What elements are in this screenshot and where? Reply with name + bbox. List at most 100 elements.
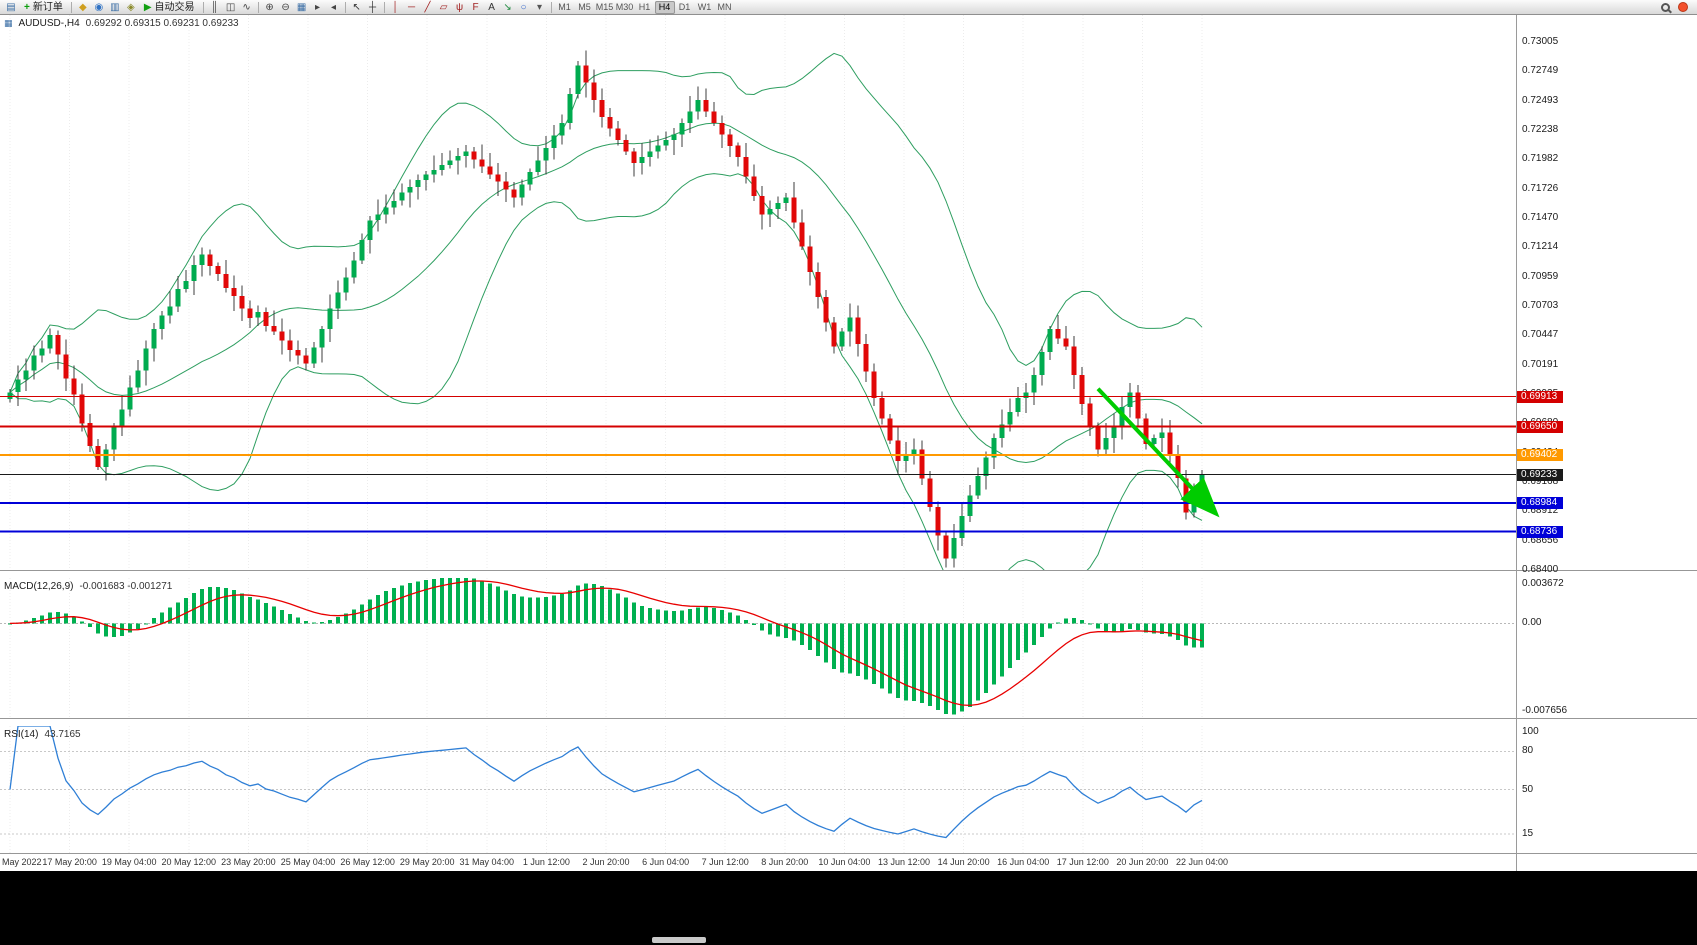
candlestick-chart-icon[interactable]: ◫ [225,1,236,13]
price-tick-label: 0.70447 [1522,329,1559,341]
timeframe-button-w1[interactable]: W1 [697,2,712,12]
support-line-1-price-label: 0.68984 [1517,497,1563,509]
panel-splitter[interactable] [0,570,1516,578]
zoom-in-icon[interactable]: ⊕ [265,1,274,13]
macd-histogram [8,578,1204,715]
time-label: 22 Jun 04:00 [1175,857,1229,867]
line-chart-icon[interactable]: ∿ [242,1,251,13]
time-axis[interactable]: May 2022 17 May 20:00 19 May 04:00 20 May 1… [0,853,1516,871]
timeframe-button-m15[interactable]: M15 [595,2,614,12]
timeframe-button-m1[interactable]: M1 [558,2,571,12]
time-label: 6 Jun 04:00 [642,857,690,867]
rsi-line [9,726,1203,839]
chart-ohlc-quote: 0.69292 0.69315 0.69231 0.69233 [85,18,239,29]
timeframe-button-m5[interactable]: M5 [578,2,591,12]
rsi-value: 43.7165 [44,729,81,740]
time-label: 20 May 12:00 [161,857,217,867]
autotrading-button[interactable]: ▶ 自动交易 [140,1,199,14]
tools-dropdown-icon[interactable]: ▾ [537,1,543,13]
macd-chart[interactable] [0,578,1516,718]
price-chart[interactable] [0,15,1516,570]
macd-scale-label: 0.00 [1522,617,1542,629]
support-line-2-price-label: 0.68736 [1517,525,1563,538]
cursor-icon[interactable]: ↖ [352,1,361,13]
chart-profile-icon[interactable]: ◆ [78,1,87,13]
time-label: 17 May 20:00 [42,857,97,867]
price-tick-label: 0.72749 [1522,65,1559,77]
time-label: 1 Jun 12:00 [522,857,570,867]
time-label: 13 Jun 12:00 [877,857,931,867]
rsi-label: RSI(14) 43.7165 [4,729,81,740]
autotrading-button-label: 自动交易 [154,1,195,13]
market-watch-icon[interactable]: ◉ [94,1,104,13]
data-window-icon[interactable]: ▥ [110,1,120,13]
timeframe-button-h1[interactable]: H1 [638,2,651,12]
new-order-button[interactable]: + 新订单 [20,1,67,14]
timeframe-button-h4[interactable]: H4 [654,0,675,14]
price-scale[interactable]: 0.73005 0.72749 0.72493 0.72238 0.71982 0.717… [1516,15,1697,871]
trend-arrow[interactable] [1096,387,1220,518]
chart-shift-icon[interactable]: ◂ [331,1,337,13]
macd-values: -0.001683 -0.001271 [79,581,173,592]
price-tick-label: 0.72493 [1522,94,1559,106]
auto-scroll-icon[interactable]: ▸ [315,1,321,13]
shapes-tool-icon[interactable]: ○ [520,1,527,13]
time-label: 10 Jun 04:00 [818,857,871,867]
macd-panel[interactable]: MACD(12,26,9) -0.001683 -0.001271 [0,578,1516,718]
timeframe-button-d1[interactable]: D1 [678,2,691,12]
resistance-line-2-price-label: 0.69650 [1517,420,1563,433]
timeframe-button-mn[interactable]: MN [717,2,732,12]
price-tick-label: 0.72238 [1522,123,1559,135]
search-icon[interactable] [1661,2,1670,12]
text-tool-icon[interactable]: A [488,1,495,13]
chart-symbol-period: AUDUSD-,H4 [18,18,80,29]
toolbar-separator [70,1,72,13]
time-label: 26 May 12:00 [340,857,395,867]
time-label: 8 Jun 20:00 [761,857,809,867]
bar-chart-icon[interactable]: ║ [211,1,219,13]
autotrading-button-icon: ▶ [143,1,152,13]
rsi-panel[interactable]: RSI(14) 43.7165 [0,726,1516,853]
trendline-icon[interactable]: ╱ [424,1,431,13]
navigator-icon[interactable]: ◈ [126,1,135,13]
rsi-chart[interactable] [0,726,1516,853]
pivot-line-price-label: 0.69402 [1517,449,1563,462]
charts-icon[interactable]: ▤ [6,1,16,13]
time-label: 20 Jun 20:00 [1116,857,1169,867]
chart-window: ▦ AUDUSD-,H4 0.69292 0.69315 0.69231 0.6… [0,15,1697,871]
horizontal-line-icon[interactable]: ─ [408,1,416,13]
time-label: 2 Jun 20:00 [582,857,630,867]
resistance-line-1-price-label: 0.69913 [1517,390,1563,403]
current-price-line-price-label: 0.69233 [1517,468,1563,481]
chart-window-icon: ▦ [4,18,13,28]
fibonacci-icon[interactable]: F [472,1,479,13]
new-order-button-icon: + [24,1,30,13]
grid [0,726,1516,853]
tile-windows-icon[interactable]: ▦ [296,1,307,13]
notification-badge[interactable] [1678,2,1688,12]
time-label: 29 May 20:00 [399,857,455,867]
candlestick-series [7,50,1205,568]
toolbar-separator [550,1,552,13]
price-tick-label: 0.71982 [1522,153,1559,165]
arrows-tool-icon[interactable]: ↘ [503,1,512,13]
price-tick-label: 0.68400 [1522,564,1559,575]
main-chart-panel[interactable]: ▦ AUDUSD-,H4 0.69292 0.69315 0.69231 0.6… [0,15,1516,570]
zoom-out-icon[interactable]: ⊖ [281,1,290,13]
plot-column: ▦ AUDUSD-,H4 0.69292 0.69315 0.69231 0.6… [0,15,1516,871]
macd-name: MACD(12,26,9) [4,581,74,592]
time-label: 14 Jun 20:00 [937,857,990,867]
andrews-pitchfork-icon[interactable]: ψ [455,1,464,13]
equidistant-channel-icon[interactable]: ▱ [439,1,448,13]
rsi-name: RSI(14) [4,729,39,740]
timeframe-button-m30[interactable]: M30 [615,2,634,12]
workspace-bottom [0,871,1697,945]
rsi-scale-label: 50 [1522,783,1534,795]
rsi-scale-label: 100 [1522,726,1539,737]
price-tick-label: 0.70959 [1522,270,1559,282]
vertical-line-icon[interactable]: │ [392,1,399,13]
panel-splitter[interactable] [0,718,1516,726]
toolbar-separator [344,1,346,13]
crosshair-icon[interactable]: ┼ [369,1,377,13]
chart-header: ▦ AUDUSD-,H4 0.69292 0.69315 0.69231 0.6… [4,18,239,29]
